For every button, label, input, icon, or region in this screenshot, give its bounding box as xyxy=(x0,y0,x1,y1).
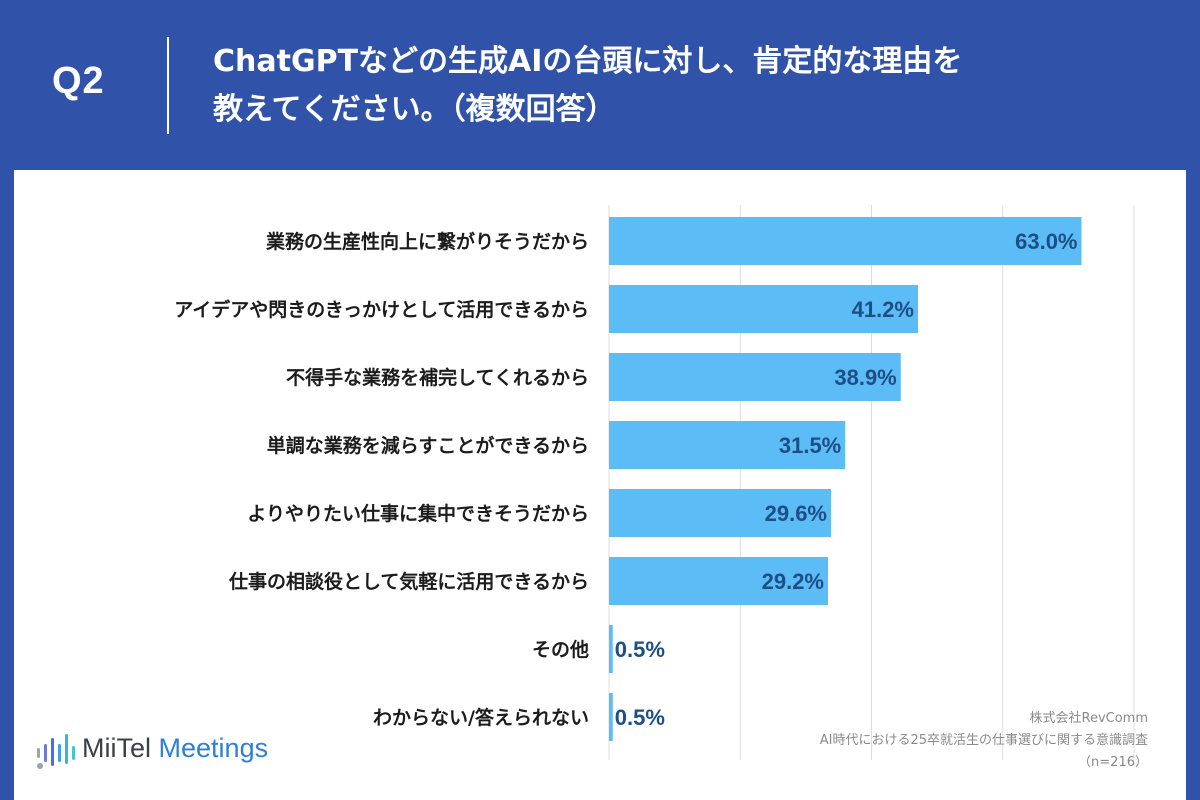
bar xyxy=(609,489,831,537)
value-label: 63.0% xyxy=(1015,229,1077,254)
logo-word-miitel: MiiTel xyxy=(82,733,152,763)
category-label: わからない/答えられない xyxy=(373,706,589,729)
question-title-line1: ChatGPTなどの生成AIの台頭に対し、肯定的な理由を xyxy=(213,44,963,79)
category-label: 業務の生産性向上に繋がりそうだから xyxy=(265,230,589,253)
category-label: その他 xyxy=(532,638,589,661)
value-label: 29.2% xyxy=(762,569,824,594)
question-title: ChatGPTなどの生成AIの台頭に対し、肯定的な理由を 教えてください。（複数… xyxy=(213,38,1153,134)
header-divider xyxy=(167,37,169,134)
header: Q2 ChatGPTなどの生成AIの台頭に対し、肯定的な理由を 教えてください。… xyxy=(0,0,1200,170)
category-label: 単調な業務を減らすことができるから xyxy=(267,434,589,457)
value-label: 31.5% xyxy=(779,433,841,458)
value-label: 0.5% xyxy=(615,705,665,730)
bar xyxy=(609,557,828,605)
bar xyxy=(609,217,1082,265)
question-title-line2: 教えてください。（複数回答） xyxy=(213,92,616,127)
bar xyxy=(609,285,918,333)
bar xyxy=(609,421,846,469)
sound-wave-icon xyxy=(37,734,75,769)
bar xyxy=(609,625,613,673)
category-label: 不得手な業務を補完してくれるから xyxy=(286,366,589,389)
chart-panel: 業務の生産性向上に繋がりそうだから 63.0% アイデアや閃きのきっかけとして活用で… xyxy=(14,170,1186,800)
category-label: よりやりたい仕事に集中できそうだから xyxy=(247,502,589,525)
bar xyxy=(609,693,613,741)
logo-text: MiiTel Meetings xyxy=(82,733,268,764)
source-note: 株式会社RevComm AI時代における25卒就活生の仕事選びに関する意識調査 … xyxy=(820,708,1148,774)
source-survey: AI時代における25卒就活生の仕事選びに関する意識調査 xyxy=(819,733,1148,748)
source-sample: （n=216） xyxy=(1078,755,1148,770)
value-label: 41.2% xyxy=(852,297,914,322)
value-label: 0.5% xyxy=(615,637,665,662)
category-label: アイデアや閃きのきっかけとして活用できるから xyxy=(174,298,589,321)
bar xyxy=(609,353,901,401)
bar-chart: 業務の生産性向上に繋がりそうだから 63.0% アイデアや閃きのきっかけとして活用で… xyxy=(174,205,1135,760)
logo-word-meetings: Meetings xyxy=(158,733,269,763)
value-label: 38.9% xyxy=(834,365,896,390)
miitel-logo: MiiTel Meetings xyxy=(36,727,336,773)
category-label: 仕事の相談役として気軽に活用できるから xyxy=(228,570,589,593)
value-label: 29.6% xyxy=(765,501,827,526)
question-number: Q2 xyxy=(52,60,105,102)
source-company: 株式会社RevComm xyxy=(1029,711,1149,726)
